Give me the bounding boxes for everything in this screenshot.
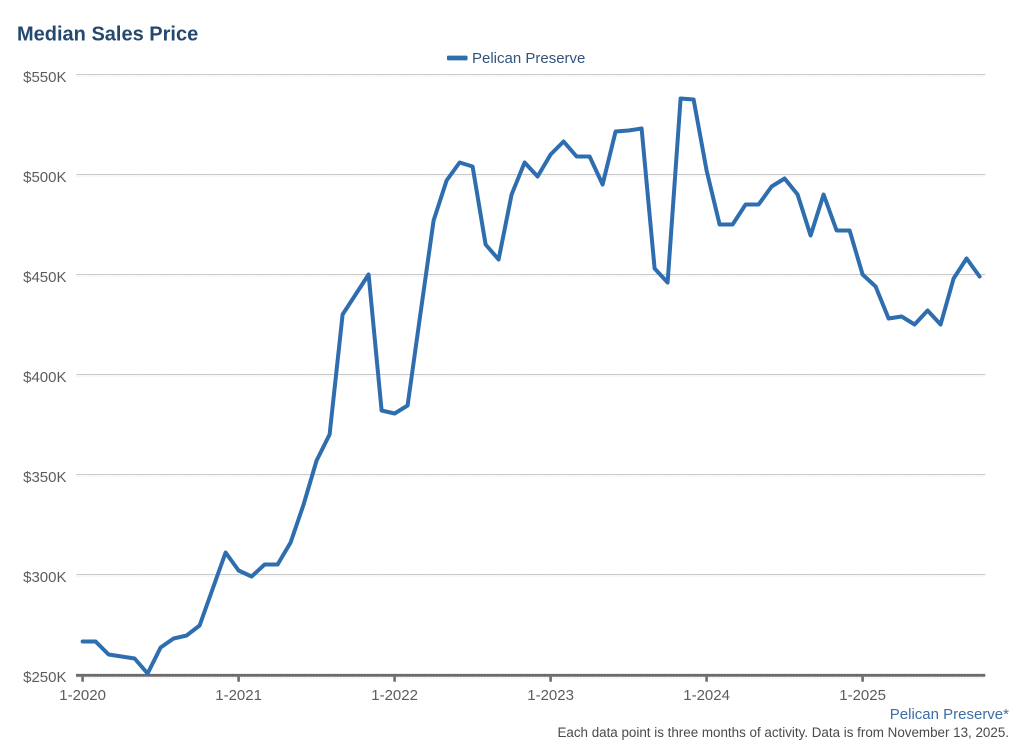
svg-text:$300K: $300K [23, 569, 66, 586]
svg-text:$350K: $350K [23, 469, 66, 486]
svg-text:1-2022: 1-2022 [371, 687, 418, 704]
svg-text:1-2020: 1-2020 [59, 687, 106, 704]
svg-text:Median Sales Price: Median Sales Price [17, 24, 198, 46]
svg-text:$500K: $500K [23, 169, 66, 186]
svg-text:Pelican Preserve: Pelican Preserve [472, 50, 585, 67]
svg-text:$450K: $450K [23, 269, 66, 286]
svg-text:$250K: $250K [23, 669, 66, 686]
svg-text:1-2025: 1-2025 [839, 687, 886, 704]
svg-text:Each data point is three month: Each data point is three months of activ… [557, 725, 1009, 740]
svg-text:1-2024: 1-2024 [683, 687, 730, 704]
svg-text:Pelican Preserve*: Pelican Preserve* [890, 706, 1009, 723]
svg-text:1-2023: 1-2023 [527, 687, 574, 704]
svg-text:1-2021: 1-2021 [215, 687, 262, 704]
svg-text:$400K: $400K [23, 369, 66, 386]
svg-text:$550K: $550K [23, 69, 66, 86]
